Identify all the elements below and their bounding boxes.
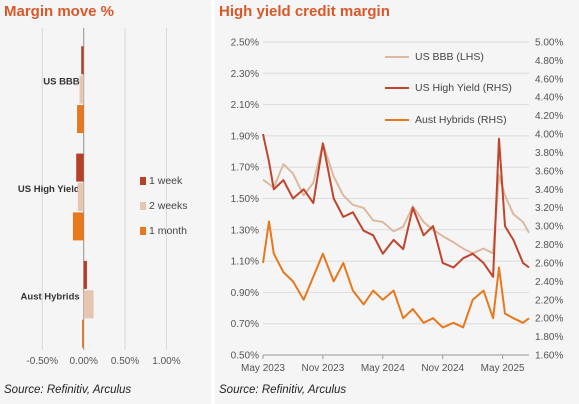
right-axis-tick-label: 2.80% — [535, 240, 563, 251]
line-legend-label: US High Yield (RHS) — [415, 82, 512, 94]
series-line-1 — [262, 133, 530, 278]
right-axis-tick-label: 1.80% — [535, 332, 563, 343]
bar-1-month — [72, 212, 84, 241]
bar-1-month — [77, 105, 84, 134]
left-axis-tick-label: 1.30% — [231, 225, 259, 236]
right-axis-tick-label: 4.80% — [535, 56, 563, 67]
bar-2-weeks — [83, 290, 94, 319]
bar-category-label: Aust Hybrids — [21, 291, 80, 302]
left-axis-tick-label: 2.30% — [231, 69, 259, 80]
right-axis-tick-label: 3.40% — [535, 185, 563, 196]
series-line-2 — [262, 220, 530, 329]
bar-2-weeks — [79, 75, 84, 104]
right-chart-source: Source: Refinitiv, Arculus — [219, 384, 347, 396]
bar-x-tick-label: 0.50% — [111, 356, 139, 367]
bar-x-tick-label: 0.00% — [69, 356, 97, 367]
right-axis-tick-label: 2.40% — [535, 277, 563, 288]
right-chart-panel: High yield credit margin 0.50% 0.70% 0.90%… — [215, 0, 579, 404]
left-axis-tick-label: 1.10% — [231, 257, 259, 268]
left-chart-panel: Margin move % -0.50% 0.00% 0.50% 1.00% US BB… — [0, 0, 211, 404]
left-axis-tick-label: 1.70% — [231, 163, 259, 174]
bar-legend-swatch — [140, 227, 146, 235]
line-legend-label: Aust Hybrids (RHS) — [415, 114, 507, 126]
bar-x-tick-label: -0.50% — [26, 356, 58, 367]
bar-legend-swatch — [140, 202, 146, 210]
left-axis-tick-label: 1.90% — [231, 131, 259, 142]
bar-category-label: US High Yield — [18, 184, 80, 195]
left-axis-tick-label: 0.70% — [231, 319, 259, 330]
left-axis-tick-label: 0.90% — [231, 288, 259, 299]
right-axis-tick-label: 5.00% — [535, 38, 563, 49]
right-axis-tick-label: 2.20% — [535, 295, 563, 306]
bar-x-tick-label: 1.00% — [152, 356, 180, 367]
bar-legend-label: 1 month — [149, 225, 187, 237]
left-chart-source: Source: Refinitiv, Arculus — [4, 384, 132, 396]
bar-1-week — [76, 153, 84, 182]
left-chart-title: Margin move % — [4, 3, 115, 20]
left-axis-tick-label: 2.10% — [231, 100, 259, 111]
bar-legend-label: 1 week — [149, 175, 183, 187]
right-axis-tick-label: 3.20% — [535, 203, 563, 214]
bar-chart-svg: -0.50% 0.00% 0.50% 1.00% US BBB US High Yield… — [18, 28, 188, 367]
bar-category-label: US BBB — [43, 77, 80, 88]
right-axis-tick-label: 3.60% — [535, 166, 563, 177]
bar-1-month — [82, 319, 84, 348]
right-axis-tick-label: 3.00% — [535, 222, 563, 233]
right-chart-title: High yield credit margin — [219, 3, 390, 20]
line-legend-label: US BBB (LHS) — [415, 51, 484, 63]
right-axis-tick-label: 4.60% — [535, 74, 563, 85]
bar-legend-label: 2 weeks — [149, 200, 188, 212]
right-axis-tick-label: 4.40% — [535, 93, 563, 104]
x-axis-tick-label: May 2023 — [241, 363, 285, 374]
right-axis-tick-label: 2.60% — [535, 258, 563, 269]
right-axis-tick-label: 1.60% — [535, 351, 563, 362]
right-axis-tick-label: 4.20% — [535, 111, 563, 122]
bar-2-weeks — [77, 183, 84, 211]
x-axis-tick-label: May 2024 — [361, 363, 405, 374]
bar-1-week — [83, 260, 87, 289]
x-axis-tick-label: Nov 2023 — [302, 363, 345, 374]
left-axis-tick-label: 0.50% — [231, 351, 259, 362]
right-axis-tick-label: 4.00% — [535, 130, 563, 141]
left-axis-tick-label: 2.50% — [231, 38, 259, 49]
left-axis-tick-label: 1.50% — [231, 194, 259, 205]
right-axis-tick-label: 3.80% — [535, 148, 563, 159]
line-chart-svg: 0.50% 0.70% 0.90% 1.10% 1.30% 1.50% 1.70% 1.90%… — [231, 38, 564, 375]
bar-legend-swatch — [140, 177, 146, 185]
bar-1-week — [81, 46, 84, 75]
x-axis-tick-label: May 2025 — [481, 363, 525, 374]
right-axis-tick-label: 2.00% — [535, 314, 563, 325]
x-axis-tick-label: Nov 2024 — [421, 363, 464, 374]
